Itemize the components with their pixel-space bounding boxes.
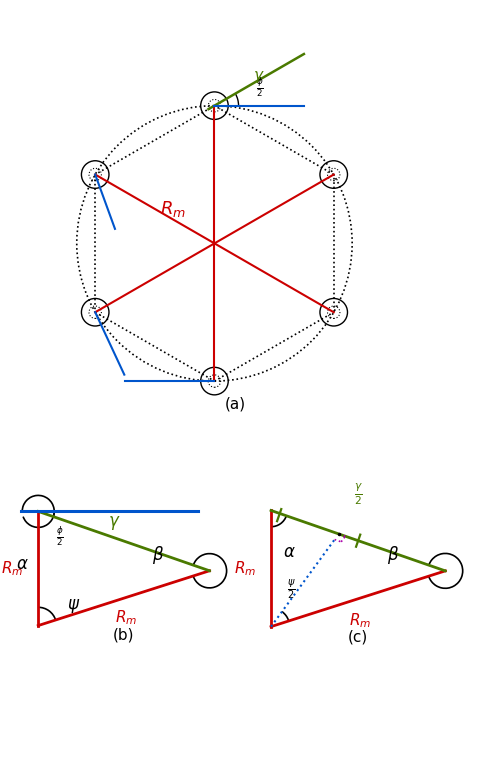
Text: $\gamma$: $\gamma$ bbox=[108, 514, 121, 532]
Text: (c): (c) bbox=[348, 629, 368, 644]
Text: $R_m$: $R_m$ bbox=[160, 199, 186, 219]
Text: $R_m$: $R_m$ bbox=[349, 611, 372, 631]
Text: $\frac{\gamma}{2}$: $\frac{\gamma}{2}$ bbox=[354, 482, 363, 507]
Text: $\alpha$: $\alpha$ bbox=[283, 543, 295, 561]
Text: $\beta$: $\beta$ bbox=[387, 545, 399, 566]
Text: $\alpha$: $\alpha$ bbox=[16, 554, 29, 573]
Text: $\frac{\psi}{2}$: $\frac{\psi}{2}$ bbox=[287, 578, 296, 601]
Text: $R_m$: $R_m$ bbox=[234, 559, 256, 578]
Text: $\frac{\phi}{2}$: $\frac{\phi}{2}$ bbox=[57, 525, 64, 548]
Text: $\psi$: $\psi$ bbox=[67, 598, 80, 615]
Text: $\gamma$: $\gamma$ bbox=[253, 69, 265, 85]
Text: $R_m$: $R_m$ bbox=[1, 559, 23, 578]
Text: (b): (b) bbox=[113, 627, 135, 643]
Text: $\frac{\phi}{2}$: $\frac{\phi}{2}$ bbox=[256, 75, 264, 99]
Text: (a): (a) bbox=[225, 396, 246, 412]
Text: $\beta$: $\beta$ bbox=[151, 545, 164, 566]
Text: $R_m$: $R_m$ bbox=[115, 608, 137, 627]
